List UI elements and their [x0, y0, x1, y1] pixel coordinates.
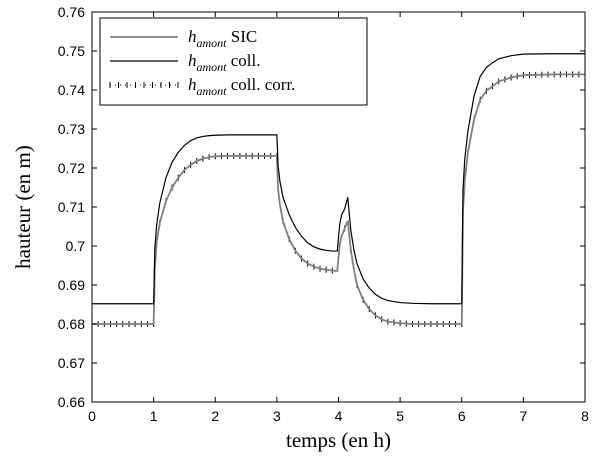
- x-tick-label: 3: [273, 408, 281, 424]
- x-tick-label: 8: [581, 408, 589, 424]
- legend-label-rest: coll.: [227, 51, 261, 70]
- y-tick-label: 0.74: [58, 82, 85, 98]
- legend-label-main: h: [188, 75, 197, 94]
- legend-swatch: [109, 82, 179, 88]
- x-tick-label: 7: [519, 408, 527, 424]
- x-tick-label: 0: [88, 408, 96, 424]
- y-tick-label: 0.75: [58, 43, 85, 59]
- y-tick-label: 0.66: [58, 394, 85, 410]
- ticks-layer: 0 1 2 3 4 5 6 7 8 0.66 0.67 0.68 0.69 0.7 0.71 0.72 0.73…: [58, 4, 589, 424]
- y-tick-label: 0.69: [58, 277, 85, 293]
- legend-label-rest: SIC: [227, 27, 258, 46]
- series-line-sic: [92, 73, 585, 325]
- legend-label-main: h: [188, 27, 197, 46]
- legend-label: hamont SIC: [188, 27, 257, 50]
- y-tick-label: 0.76: [58, 4, 85, 20]
- x-tick-label: 4: [335, 408, 343, 424]
- x-tick-label: 6: [458, 408, 466, 424]
- y-tick-label: 0.73: [58, 121, 85, 137]
- legend-label: hamont coll.: [188, 51, 261, 74]
- legend-label-subscript: amont: [197, 60, 228, 74]
- legend-label-main: h: [188, 51, 197, 70]
- x-tick-label: 1: [150, 408, 158, 424]
- legend-label: hamont coll. corr.: [188, 75, 295, 98]
- legend-label-subscript: amont: [197, 36, 228, 50]
- x-tick-label: 5: [396, 408, 404, 424]
- legend-label-subscript: amont: [197, 84, 228, 98]
- y-tick-label: 0.7: [66, 238, 86, 254]
- y-tick-label: 0.68: [58, 316, 85, 332]
- y-axis-title: hauteur (en m): [11, 145, 35, 269]
- x-tick-label: 2: [211, 408, 219, 424]
- series-layer: [91, 53, 586, 327]
- x-axis-title: temps (en h): [286, 428, 391, 452]
- series-line-coll: [92, 53, 585, 305]
- y-tick-label: 0.67: [58, 355, 85, 371]
- y-tick-label: 0.71: [58, 199, 85, 215]
- y-tick-label: 0.72: [58, 160, 85, 176]
- legend-label-rest: coll. corr.: [227, 75, 296, 94]
